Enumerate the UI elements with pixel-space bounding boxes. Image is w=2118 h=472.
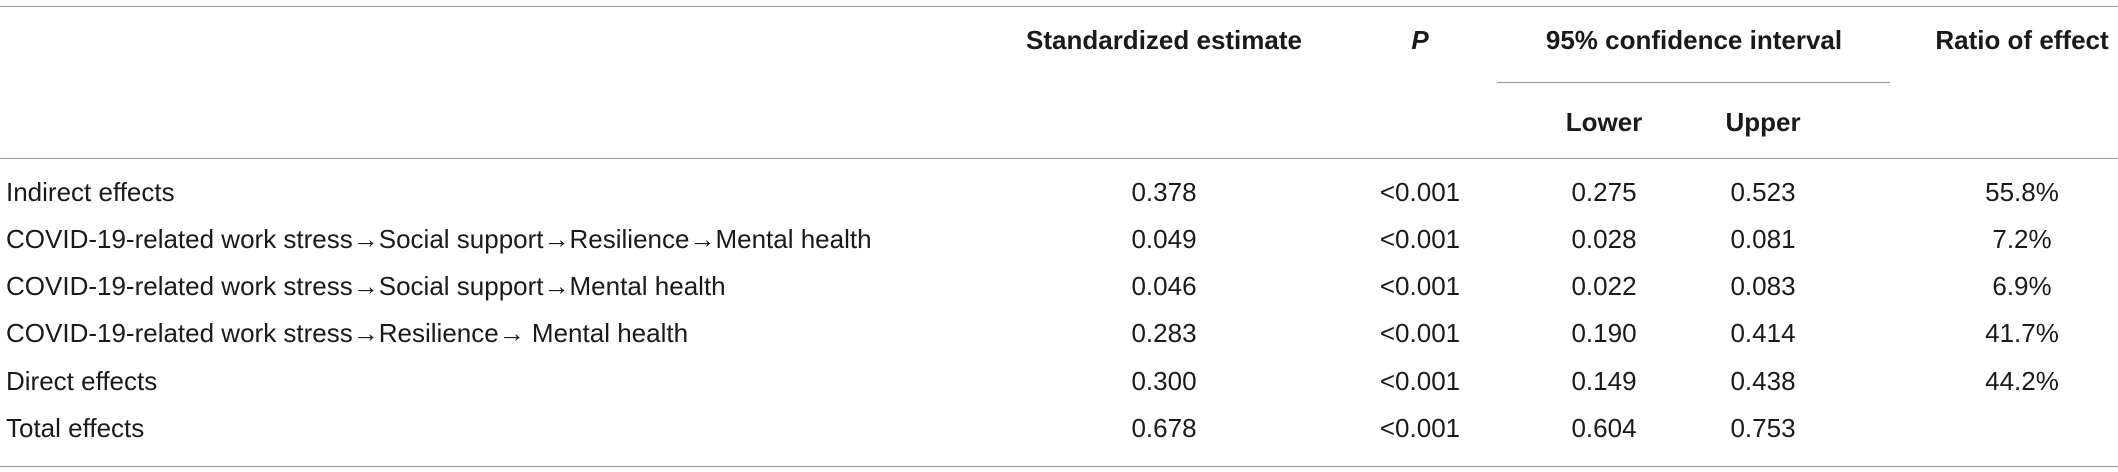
row-estimate: 0.678	[1131, 413, 1197, 443]
row-upper: 0.438	[1730, 366, 1796, 396]
ci-subheader-rule	[1497, 82, 1890, 83]
row-lower: 0.190	[1571, 318, 1637, 348]
row-lower: 0.604	[1571, 413, 1637, 443]
header-lower: Lower	[1565, 107, 1643, 137]
row-upper: 0.523	[1730, 177, 1796, 207]
row-upper: 0.081	[1730, 224, 1796, 254]
row-ratio: 55.8%	[1985, 177, 2059, 207]
row-estimate: 0.300	[1131, 366, 1197, 396]
row-label: COVID-19-related work stress→Social supp…	[6, 271, 726, 301]
row-p-value: <0.001	[1379, 224, 1461, 254]
row-ratio: 41.7%	[1985, 318, 2059, 348]
row-upper: 0.083	[1730, 271, 1796, 301]
row-lower: 0.028	[1571, 224, 1637, 254]
row-label: Total effects	[6, 413, 145, 443]
row-p-value: <0.001	[1379, 413, 1461, 443]
table-bottom-rule	[0, 466, 2118, 467]
row-ratio: 7.2%	[1992, 224, 2052, 254]
row-estimate: 0.046	[1131, 271, 1197, 301]
row-upper: 0.414	[1730, 318, 1796, 348]
header-p-value: P	[1411, 25, 1429, 55]
row-label: COVID-19-related work stress→Social supp…	[6, 224, 872, 254]
row-ratio: 44.2%	[1985, 366, 2059, 396]
row-p-value: <0.001	[1379, 366, 1461, 396]
row-estimate: 0.049	[1131, 224, 1197, 254]
header-upper: Upper	[1725, 107, 1801, 137]
row-label: Indirect effects	[6, 177, 175, 207]
row-estimate: 0.378	[1131, 177, 1197, 207]
header-ratio-of-effect: Ratio of effect	[1935, 25, 2109, 55]
header-standardized-estimate: Standardized estimate	[1026, 25, 1302, 55]
row-lower: 0.022	[1571, 271, 1637, 301]
row-p-value: <0.001	[1379, 177, 1461, 207]
table-top-rule	[0, 6, 2118, 7]
row-ratio: 6.9%	[1992, 271, 2052, 301]
row-p-value: <0.001	[1379, 271, 1461, 301]
row-p-value: <0.001	[1379, 318, 1461, 348]
row-estimate: 0.283	[1131, 318, 1197, 348]
row-label: COVID-19-related work stress→Resilience→…	[6, 318, 689, 348]
row-upper: 0.753	[1730, 413, 1796, 443]
row-lower: 0.149	[1571, 366, 1637, 396]
table-header-rule	[0, 158, 2118, 159]
row-label: Direct effects	[6, 366, 158, 396]
header-confidence-interval: 95% confidence interval	[1545, 25, 1843, 55]
row-lower: 0.275	[1571, 177, 1637, 207]
